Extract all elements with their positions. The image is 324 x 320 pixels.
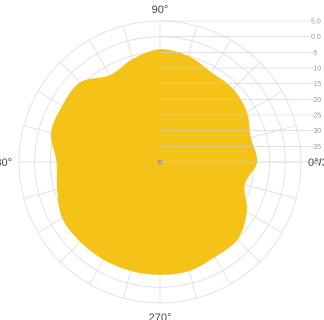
radial-tick-label: -25 bbox=[311, 113, 321, 120]
angle-label: 270° bbox=[149, 312, 172, 320]
radial-tick-label: -5 bbox=[311, 50, 317, 57]
radial-tick-label: -15 bbox=[311, 81, 321, 88]
angular-tick-labels: 90° 180° 270° 0°/360° bbox=[0, 4, 324, 320]
radial-tick-label: 5.0 bbox=[311, 19, 321, 26]
series-area bbox=[50, 49, 258, 275]
radial-tick-label: -40 bbox=[311, 160, 321, 167]
angle-label: 180° bbox=[0, 157, 12, 169]
radial-tick-labels: 5.0 0.0 -5 -10 -15 -20 -25 -30 -35 -40 bbox=[160, 19, 321, 167]
radial-tick-label: -20 bbox=[311, 97, 321, 104]
radial-tick-label: -35 bbox=[311, 144, 321, 151]
radial-tick-label: -10 bbox=[311, 66, 321, 73]
radial-tick-label: 0.0 bbox=[311, 34, 321, 41]
angle-label: 90° bbox=[152, 4, 169, 16]
angle-label: 0°/360° bbox=[308, 157, 324, 169]
radial-tick-label: -30 bbox=[311, 128, 321, 135]
